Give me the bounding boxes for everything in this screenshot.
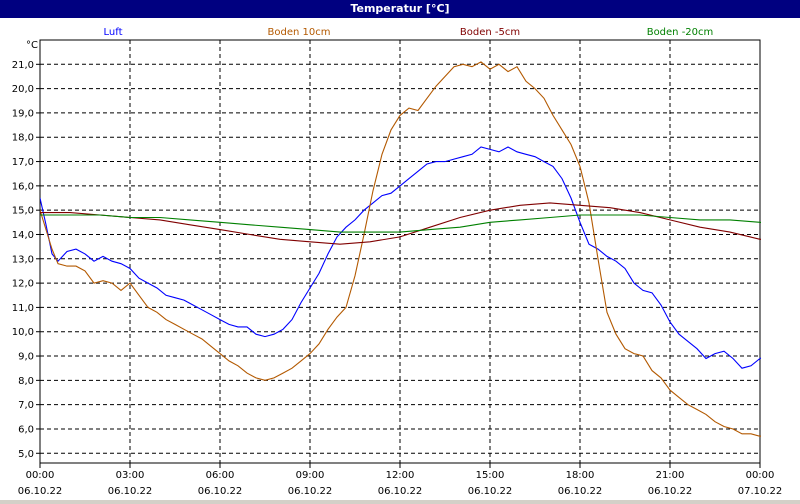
y-tick-label: 8,0 <box>18 376 34 387</box>
y-tick-labels: 5,0 6,0 7,0 8,0 9,0 10,0 11,0 12,0 13,0 14,0 15,0 1… <box>12 60 34 460</box>
x-tick-date: 06.10.22 <box>288 486 333 497</box>
series-line <box>40 202 761 245</box>
grid <box>40 40 760 463</box>
x-tick-date: 06.10.22 <box>558 486 603 497</box>
y-tick-label: 11,0 <box>12 303 34 314</box>
legend-item: Boden -5cm <box>460 27 520 38</box>
plot-border <box>39 39 761 464</box>
window-title: Temperatur [°C] <box>0 0 800 18</box>
series-line <box>40 146 761 369</box>
y-tick-label: 12,0 <box>12 279 34 290</box>
x-tick-date: 06.10.22 <box>198 486 243 497</box>
x-tick-time: 00:00 <box>26 470 55 481</box>
x-tick-time: 18:00 <box>566 470 595 481</box>
x-tick-date: 07.10.22 <box>738 486 783 497</box>
x-tick-time: 12:00 <box>386 470 415 481</box>
legend-item: Luft <box>104 27 123 38</box>
y-tick-label: 7,0 <box>18 400 34 411</box>
y-axis-unit: °C <box>26 40 38 51</box>
y-tick-label: 14,0 <box>12 230 34 241</box>
series-lines <box>40 61 761 437</box>
x-tick-time: 03:00 <box>116 470 145 481</box>
y-tick-label: 5,0 <box>18 449 34 460</box>
x-tick-time: 09:00 <box>296 470 325 481</box>
y-tick-label: 17,0 <box>12 157 34 168</box>
y-tick-label: 18,0 <box>12 133 34 144</box>
y-tick-label: 15,0 <box>12 206 34 217</box>
y-tick-label: 19,0 <box>12 108 34 119</box>
chart-panel: 5,0 6,0 7,0 8,0 9,0 10,0 11,0 12,0 13,0 14,0 15,0 1… <box>0 18 800 500</box>
axes <box>36 39 761 468</box>
y-tick-label: 16,0 <box>12 181 34 192</box>
x-tick-date: 06.10.22 <box>468 486 513 497</box>
y-tick-label: 20,0 <box>12 84 34 95</box>
temperature-chart: 5,0 6,0 7,0 8,0 9,0 10,0 11,0 12,0 13,0 14,0 15,0 1… <box>12 27 783 497</box>
legend-item: Boden -20cm <box>647 27 714 38</box>
y-tick-label: 6,0 <box>18 424 34 435</box>
x-tick-time: 15:00 <box>476 470 505 481</box>
y-tick-label: 21,0 <box>12 60 34 71</box>
x-tick-time: 00:00 <box>746 470 775 481</box>
series-line <box>40 214 761 233</box>
x-tick-labels: 00:00 06.10.22 03:00 06.10.22 06:00 06.10.22 0… <box>18 470 783 497</box>
x-tick-date: 06.10.22 <box>378 486 423 497</box>
y-tick-label: 10,0 <box>12 327 34 338</box>
x-tick-date: 06.10.22 <box>18 486 63 497</box>
y-tick-label: 13,0 <box>12 254 34 265</box>
series-line <box>40 61 761 437</box>
legend-item: Boden 10cm <box>268 27 331 38</box>
legend: Luft Boden 10cm Boden -5cm Boden -20cm <box>104 27 714 38</box>
x-tick-time: 06:00 <box>206 470 235 481</box>
y-tick-label: 9,0 <box>18 352 34 363</box>
x-tick-date: 06.10.22 <box>648 486 693 497</box>
x-tick-time: 21:00 <box>656 470 685 481</box>
x-tick-date: 06.10.22 <box>108 486 153 497</box>
